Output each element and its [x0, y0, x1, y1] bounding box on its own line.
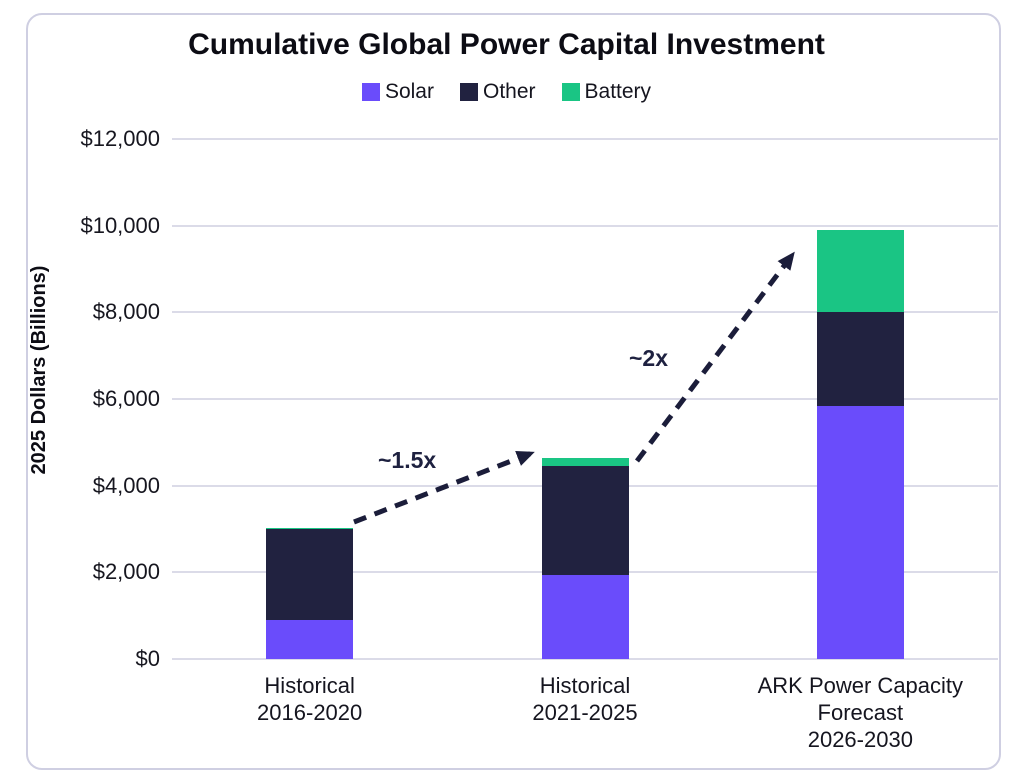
bar-segment-battery [816, 230, 904, 313]
x-axis-category-label: ARK Power Capacity Forecast 2026-2030 [757, 673, 964, 752]
x-axis-category-label: Historical 2021-2025 [532, 673, 638, 725]
annotation-2x: ~2x [629, 345, 669, 371]
y-axis-tick-label: $6,000 [92, 386, 160, 411]
bar-stack [266, 527, 354, 659]
legend: Solar Other Battery [0, 80, 1013, 104]
annotation-1p5x: ~1.5x [378, 447, 437, 473]
y-axis-title: 2025 Dollars (Billions) [28, 265, 50, 475]
y-axis-tick-label: $12,000 [80, 126, 160, 151]
y-axis-tick-label: $8,000 [92, 299, 160, 325]
y-axis-tick-label: $10,000 [80, 212, 160, 238]
bar-segment-battery [266, 527, 354, 529]
gridline [172, 398, 998, 400]
bar-stack [541, 457, 629, 659]
bar-segment-solar [266, 620, 354, 659]
bar-segment-other [816, 312, 904, 406]
gridline [172, 224, 998, 227]
bar-segment-solar [541, 574, 629, 659]
y-axis-tick-label: $2,000 [92, 559, 160, 585]
bar-stack [816, 230, 904, 659]
legend-item-other: Other [459, 80, 536, 104]
y-axis-tick-label: $0 [135, 646, 160, 671]
x-axis-category-label: Historical 2016-2020 [257, 673, 363, 725]
legend-swatch-other [459, 83, 478, 101]
bar-segment-solar [816, 405, 904, 659]
legend-swatch-battery [561, 83, 580, 101]
bar-segment-battery [541, 457, 629, 467]
plot-area [172, 138, 998, 660]
y-axis-tick-label: $4,000 [92, 472, 160, 498]
gridline [172, 311, 998, 314]
gridline [172, 138, 998, 140]
legend-item-battery: Battery [561, 80, 652, 104]
legend-label: Battery [584, 80, 652, 103]
bar-segment-other [541, 466, 629, 575]
legend-label: Other [482, 80, 536, 103]
legend-label: Solar [384, 80, 434, 103]
bar-segment-other [266, 529, 354, 620]
gridline [172, 658, 998, 660]
legend-item-solar: Solar [361, 80, 434, 104]
chart-title: Cumulative Global Power Capital Investme… [188, 28, 825, 61]
legend-swatch-solar [361, 83, 380, 101]
